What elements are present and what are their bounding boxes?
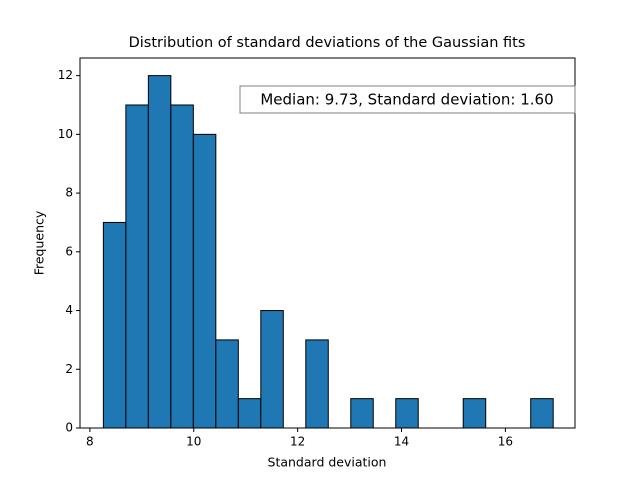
bar: [102, 221, 127, 429]
y-axis-label: Frequency: [32, 210, 47, 275]
bar: [170, 104, 194, 429]
annotation-box: [239, 85, 576, 114]
bar: [305, 339, 329, 429]
y-tick-label: 6: [65, 244, 73, 258]
bar: [237, 398, 262, 429]
bar: [462, 398, 487, 429]
y-tick-label: 8: [65, 186, 73, 200]
y-tick-label: 12: [58, 68, 73, 82]
x-tick-label: 8: [86, 435, 94, 449]
bar: [147, 75, 172, 429]
bar: [260, 310, 284, 429]
bar: [530, 398, 554, 429]
bar: [192, 133, 217, 429]
bar: [395, 398, 419, 429]
bar: [215, 339, 239, 429]
annotation: Median: 9.73, Standard deviation: 1.60: [260, 91, 553, 109]
x-tick-label: 14: [394, 435, 409, 449]
x-axis-label: Standard deviation: [268, 455, 387, 470]
x-tick-label: 12: [290, 435, 305, 449]
x-tick-label: 16: [498, 435, 513, 449]
y-tick-label: 4: [65, 303, 73, 317]
chart-title: Distribution of standard deviations of t…: [129, 35, 526, 51]
bar: [350, 398, 374, 429]
y-tick-label: 10: [58, 127, 73, 141]
y-tick-label: 0: [65, 421, 73, 435]
bar: [125, 104, 149, 429]
x-tick-label: 10: [186, 435, 201, 449]
axes-frame: [79, 57, 576, 429]
y-tick-label: 2: [65, 362, 73, 376]
